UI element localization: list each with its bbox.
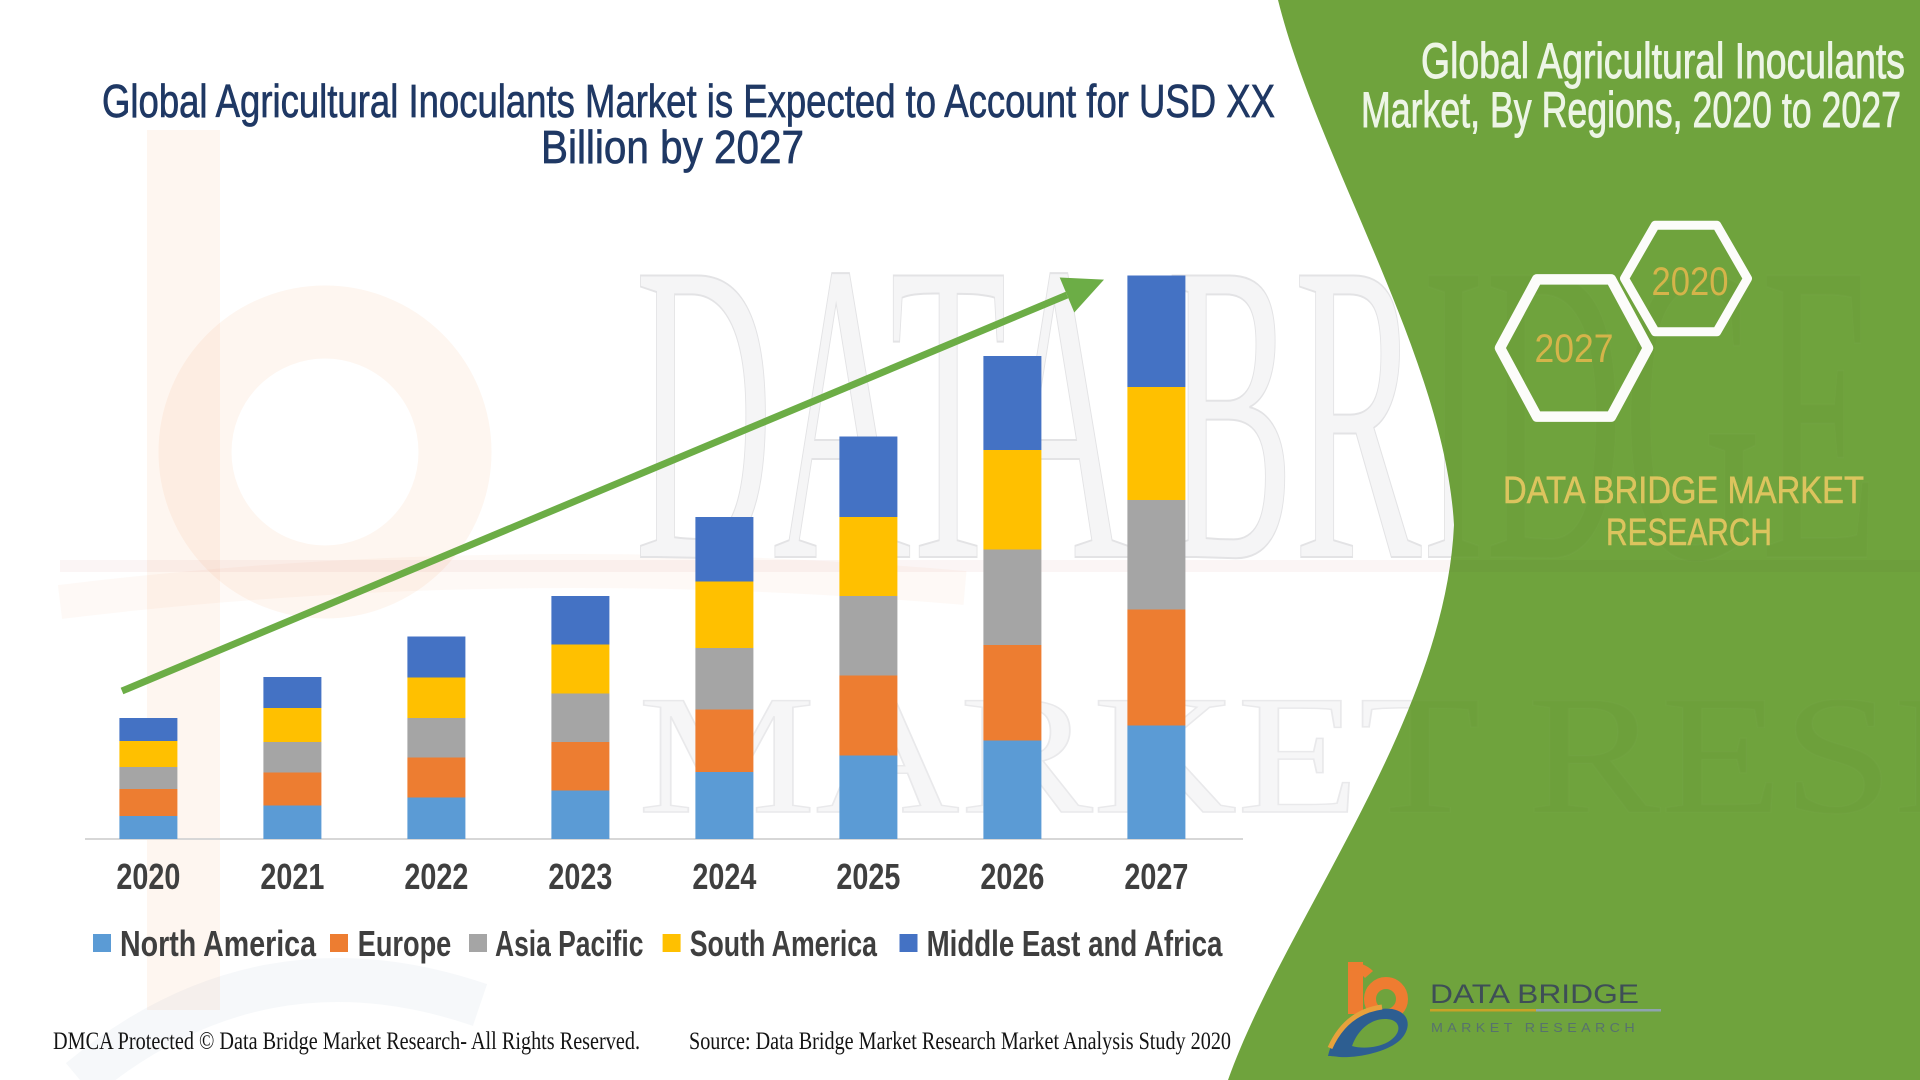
svg-text:Asia Pacific: Asia Pacific <box>495 923 643 964</box>
svg-text:DATA BRIDGE: DATA BRIDGE <box>1430 979 1639 1009</box>
svg-text:North America: North America <box>120 923 317 964</box>
svg-text:Billion by 2027: Billion by 2027 <box>541 121 804 173</box>
svg-text:Middle East and Africa: Middle East and Africa <box>927 923 1224 964</box>
svg-text:Global Agricultural Inoculants: Global Agricultural Inoculants Market is… <box>102 75 1275 127</box>
svg-text:2027: 2027 <box>1124 856 1188 897</box>
svg-text:RESEARCH: RESEARCH <box>1606 512 1772 554</box>
svg-text:MARKET RESEARCH: MARKET RESEARCH <box>1431 1020 1639 1035</box>
svg-text:2024: 2024 <box>692 856 756 897</box>
svg-text:DATA BRIDGE MARKET: DATA BRIDGE MARKET <box>1503 470 1864 512</box>
svg-text:Global Agricultural Inoculants: Global Agricultural Inoculants <box>1421 33 1905 89</box>
svg-text:2020: 2020 <box>116 856 180 897</box>
svg-text:2027: 2027 <box>1535 327 1614 371</box>
svg-text:2025: 2025 <box>836 856 900 897</box>
svg-text:South America: South America <box>690 923 878 964</box>
svg-text:2022: 2022 <box>404 856 468 897</box>
svg-text:DMCA Protected © Data Bridge M: DMCA Protected © Data Bridge Market Rese… <box>53 1028 640 1055</box>
svg-text:Market, By Regions, 2020 to 20: Market, By Regions, 2020 to 2027 <box>1361 82 1901 138</box>
svg-text:2023: 2023 <box>548 856 612 897</box>
svg-text:Source: Data Bridge Market Res: Source: Data Bridge Market Research Mark… <box>689 1028 1231 1055</box>
svg-text:2020: 2020 <box>1652 260 1729 304</box>
svg-text:Europe: Europe <box>358 923 452 964</box>
svg-text:2021: 2021 <box>260 856 324 897</box>
svg-text:2026: 2026 <box>980 856 1044 897</box>
